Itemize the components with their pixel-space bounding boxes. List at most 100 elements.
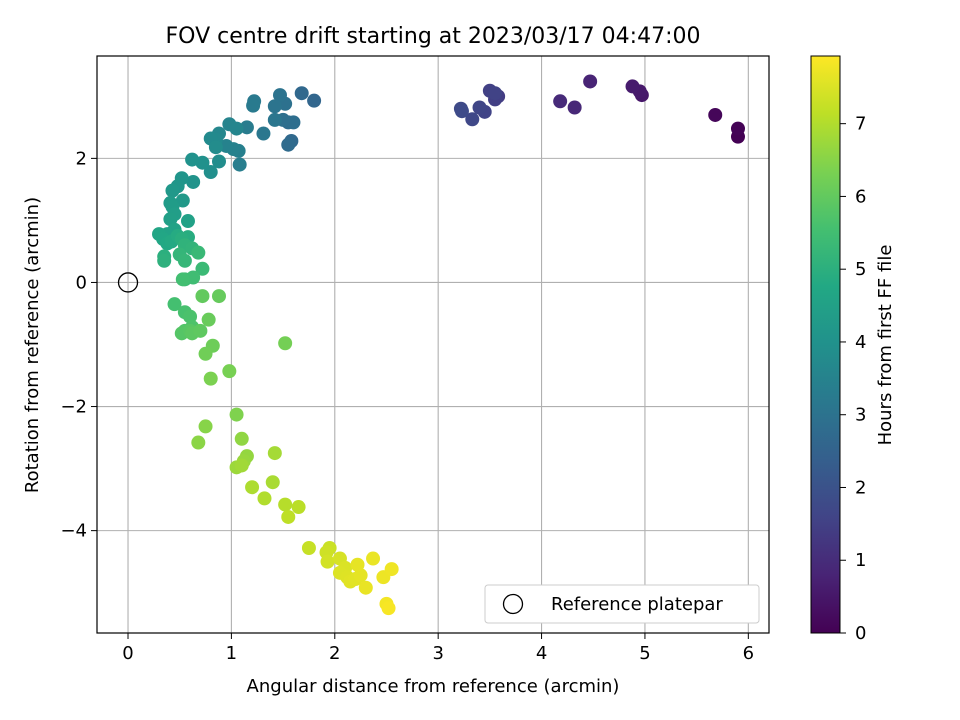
scatter-point [353,568,368,583]
colorbar: 0 1 2 3 4 5 6 7 Hours from first FF file [810,55,896,644]
scatter-point [208,140,223,155]
scatter-point [278,336,293,351]
scatter-point [191,435,206,450]
scatter-point [257,491,272,506]
scatter-point [281,509,296,524]
scatter-point [278,497,293,512]
scatter-point [454,104,469,119]
x-tick-label: 6 [743,643,754,664]
scatter-point [175,272,190,287]
scatter-point [165,183,180,198]
grid-lines [97,56,769,633]
plot-frame [96,55,770,634]
scatter-point [272,88,287,103]
scatter-point [180,214,195,229]
scatter-point [163,212,178,227]
scatter-point [567,100,582,115]
scatter-point [301,541,316,556]
colorbar-tick-label: 5 [855,259,866,280]
x-tick-label: 2 [329,643,340,664]
scatter-point [708,107,723,122]
legend: Reference platepar [484,584,760,624]
scatter-point [191,245,206,260]
colorbar-tick-label: 7 [855,114,866,135]
colorbar-ticks: 0 1 2 3 4 5 6 7 [840,114,866,644]
scatter-point [239,120,254,135]
y-tick-label: −2 [60,397,87,418]
scatter-point [211,289,226,304]
scatter-points [152,74,745,616]
scatter-point [219,138,234,153]
scatter-point [183,309,198,324]
scatter-point [294,86,309,101]
y-axis-ticks: −4 −2 0 2 [60,148,97,542]
scatter-point [291,500,306,515]
scatter-point [201,312,216,327]
colorbar-gradient [810,55,841,634]
x-axis-ticks: 0 1 2 3 4 5 6 [122,633,754,664]
scatter-point [358,580,373,595]
scatter-point [465,112,480,127]
scatter-point [381,601,396,616]
scatter-point [186,174,201,189]
scatter-point [350,557,365,572]
scatter-point [157,253,172,268]
x-tick-label: 1 [226,643,237,664]
scatter-point [366,551,381,566]
scatter-point [267,112,282,127]
scatter-point [307,93,322,108]
chart-title: FOV centre drift starting at 2023/03/17 … [166,24,701,49]
scatter-point [384,562,399,577]
scatter-point [203,371,218,386]
reference-platepar-marker [117,272,139,293]
scatter-point [186,270,201,285]
scatter-point [198,419,213,434]
scatter-point [265,475,280,490]
scatter-point [229,407,244,422]
y-axis-label: Rotation from reference (arcmin) [22,197,43,493]
scatter-point [553,94,568,109]
scatter-point [472,100,487,115]
scatter-point [195,261,210,276]
scatter-point [198,346,213,361]
colorbar-tick-label: 3 [855,405,866,426]
scatter-point [175,193,190,208]
y-tick-label: 2 [76,148,87,169]
colorbar-tick-label: 2 [855,477,866,498]
colorbar-tick-label: 4 [855,332,866,353]
scatter-point [730,121,745,136]
scatter-point [320,554,335,569]
scatter-point [625,79,640,94]
scatter-point [232,157,247,172]
reference-marker-group [117,272,139,293]
scatter-point [267,99,282,114]
scatter-point [245,480,260,495]
colorbar-tick-label: 1 [855,550,866,571]
x-tick-label: 5 [639,643,650,664]
x-tick-label: 4 [536,643,547,664]
scatter-point [211,154,226,169]
scatter-point [177,253,192,268]
scatter-point [167,297,182,312]
colorbar-tick-label: 0 [855,623,866,644]
scatter-point [234,431,249,446]
colorbar-label: Hours from first FF file [875,245,896,446]
scatter-point [229,121,244,136]
scatter-point [281,137,296,152]
x-axis-label: Angular distance from reference (arcmin) [247,676,620,697]
scatter-point [222,364,237,379]
x-tick-label: 0 [122,643,133,664]
legend-box [484,584,760,624]
scatter-point [193,323,208,338]
scatter-point [203,165,218,180]
scatter-point [488,86,503,101]
scatter-point [234,458,249,473]
y-tick-label: 0 [76,272,87,293]
legend-reference-label: Reference platepar [551,594,723,615]
scatter-point [256,126,271,141]
scatter-point [583,74,598,89]
scatter-point [185,152,200,167]
colorbar-tick-label: 6 [855,186,866,207]
scatter-point [246,98,261,113]
